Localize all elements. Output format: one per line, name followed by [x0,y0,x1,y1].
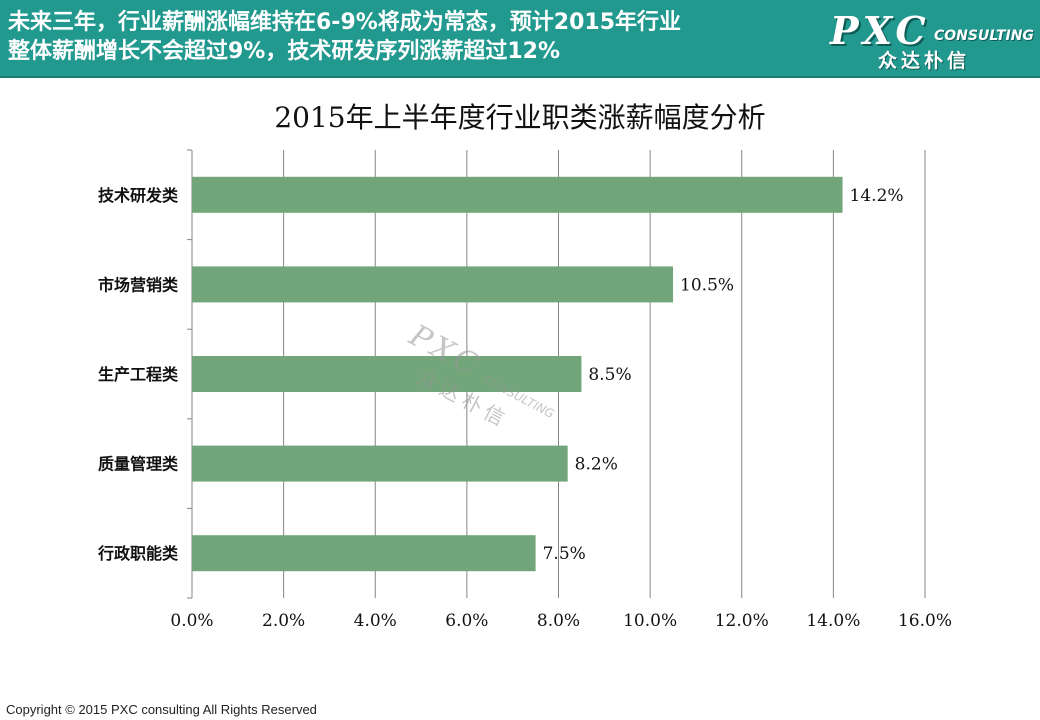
logo-chinese-text: 众达朴信 [878,50,971,72]
data-label: 8.5% [588,365,631,385]
category-label: 行政职能类 [97,544,179,563]
x-tick-label: 12.0% [715,611,769,631]
data-label: 10.5% [680,275,734,295]
x-tick-label: 6.0% [445,611,488,631]
bar [192,445,568,482]
x-tick-label: 16.0% [898,611,952,631]
x-tick-label: 2.0% [262,611,305,631]
bar [192,176,843,213]
data-label: 14.2% [850,186,904,206]
category-label: 技术研发类 [98,186,179,205]
chart-title: 2015年上半年度行业职类涨薪幅度分析 [274,101,766,134]
headline: 未来三年，行业薪酬涨幅维持在6-9%将成为常态，预计2015年行业 整体薪酬增长… [8,8,828,66]
category-label: 质量管理类 [98,455,179,474]
logo-sub-text: CONSULTING [934,28,1034,44]
x-tick-label: 14.0% [806,611,860,631]
bar [192,266,674,303]
logo-main-text: PXC [830,8,930,53]
x-tick-label: 4.0% [354,611,397,631]
category-label: 生产工程类 [98,365,179,384]
x-tick-label: 10.0% [623,611,677,631]
pxc-logo: PXC CONSULTING 众达朴信 [830,6,1034,72]
data-label: 8.2% [575,455,618,475]
x-tick-label: 0.0% [170,611,213,631]
headline-line-1: 未来三年，行业薪酬涨幅维持在6-9%将成为常态，预计2015年行业 [8,10,682,35]
category-label: 市场营销类 [98,275,179,294]
copyright-footer: Copyright © 2015 PXC consulting All Righ… [6,702,317,717]
bar [192,356,582,392]
header-banner: 未来三年，行业薪酬涨幅维持在6-9%将成为常态，预计2015年行业 整体薪酬增长… [0,0,1040,78]
data-label: 7.5% [543,544,586,564]
headline-line-2: 整体薪酬增长不会超过9%，技术研发序列涨薪超过12% [8,39,561,64]
bar [192,535,536,572]
x-tick-label: 8.0% [537,611,580,631]
